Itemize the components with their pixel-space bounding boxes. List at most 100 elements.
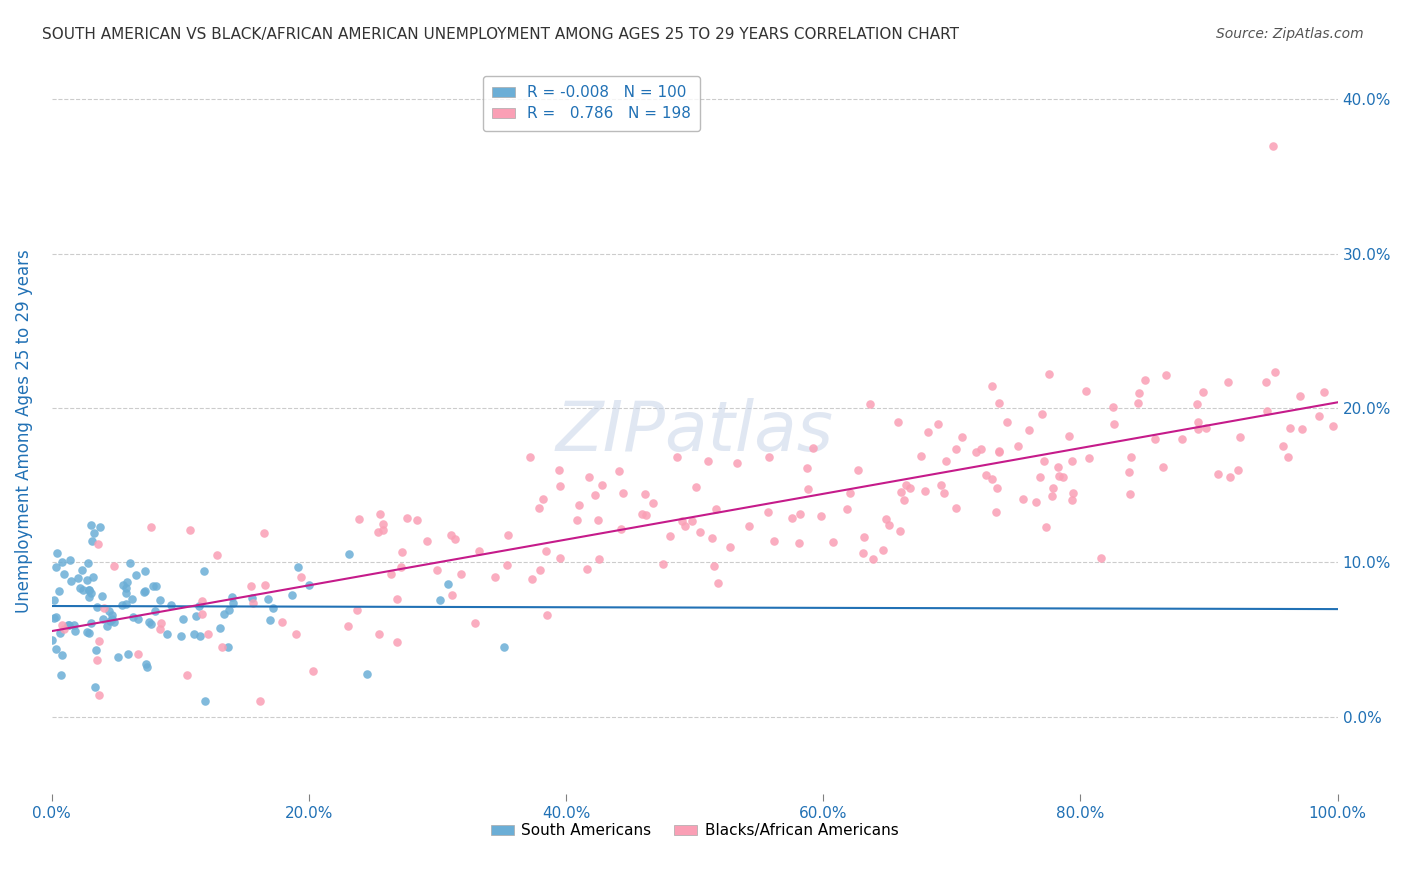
- Point: [440, 588, 463, 602]
- Point: [703, 559, 725, 574]
- Point: [240, 591, 263, 606]
- Point: [72, 582, 94, 597]
- Point: [671, 514, 693, 528]
- Point: [127, 647, 149, 661]
- Point: [82, 570, 104, 584]
- Point: [583, 488, 606, 502]
- Point: [1308, 409, 1330, 423]
- Point: [87, 633, 110, 648]
- Point: [633, 487, 655, 501]
- Point: [651, 558, 673, 572]
- Point: [349, 512, 371, 526]
- Point: [89, 688, 111, 702]
- Point: [1040, 489, 1063, 503]
- Point: [789, 507, 811, 521]
- Point: [208, 621, 231, 635]
- Point: [852, 546, 875, 560]
- Point: [90, 589, 112, 603]
- Point: [103, 615, 125, 629]
- Point: [212, 607, 235, 621]
- Point: [484, 570, 506, 584]
- Point: [107, 650, 129, 665]
- Point: [887, 416, 910, 430]
- Point: [124, 567, 146, 582]
- Point: [191, 593, 214, 607]
- Point: [1187, 422, 1209, 436]
- Point: [1187, 415, 1209, 429]
- Point: [898, 481, 921, 495]
- Y-axis label: Unemployment Among Ages 25 to 29 years: Unemployment Among Ages 25 to 29 years: [15, 250, 32, 613]
- Point: [1047, 468, 1070, 483]
- Point: [58, 618, 80, 632]
- Point: [1118, 465, 1140, 479]
- Point: [149, 615, 172, 630]
- Point: [631, 507, 654, 521]
- Point: [242, 596, 264, 610]
- Point: [149, 592, 172, 607]
- Point: [139, 519, 162, 533]
- Point: [1278, 421, 1301, 435]
- Point: [82, 534, 104, 549]
- Point: [86, 643, 108, 657]
- Point: [51, 668, 73, 682]
- Point: [63, 618, 86, 632]
- Point: [87, 537, 110, 551]
- Point: [42, 593, 65, 607]
- Point: [852, 530, 875, 544]
- Point: [77, 626, 100, 640]
- Point: [1152, 459, 1174, 474]
- Point: [76, 573, 98, 587]
- Point: [986, 481, 1008, 495]
- Point: [249, 694, 271, 708]
- Point: [1288, 389, 1310, 403]
- Point: [1229, 429, 1251, 443]
- Point: [59, 574, 82, 588]
- Point: [988, 396, 1011, 410]
- Point: [1271, 439, 1294, 453]
- Point: [823, 535, 845, 549]
- Point: [86, 599, 108, 614]
- Point: [51, 617, 73, 632]
- Point: [440, 528, 463, 542]
- Point: [1074, 384, 1097, 398]
- Point: [1126, 396, 1149, 410]
- Point: [444, 532, 467, 546]
- Text: Source: ZipAtlas.com: Source: ZipAtlas.com: [1216, 27, 1364, 41]
- Point: [763, 534, 786, 549]
- Point: [1035, 519, 1057, 533]
- Point: [1256, 375, 1278, 389]
- Point: [987, 444, 1010, 458]
- Point: [607, 464, 630, 478]
- Point: [179, 523, 201, 537]
- Point: [950, 429, 973, 443]
- Point: [59, 552, 82, 566]
- Point: [980, 378, 1002, 392]
- Point: [718, 541, 741, 555]
- Point: [51, 555, 73, 569]
- Point: [114, 597, 136, 611]
- Point: [588, 551, 610, 566]
- Point: [707, 575, 730, 590]
- Point: [45, 610, 67, 624]
- Point: [796, 460, 818, 475]
- Point: [142, 579, 165, 593]
- Point: [1195, 421, 1218, 435]
- Point: [934, 486, 956, 500]
- Point: [1102, 417, 1125, 431]
- Point: [893, 492, 915, 507]
- Point: [188, 629, 211, 643]
- Point: [373, 523, 395, 537]
- Point: [77, 590, 100, 604]
- Point: [302, 664, 325, 678]
- Point: [136, 660, 159, 674]
- Point: [548, 462, 571, 476]
- Point: [1060, 493, 1083, 508]
- Point: [145, 579, 167, 593]
- Point: [1007, 439, 1029, 453]
- Point: [93, 600, 115, 615]
- Point: [531, 492, 554, 507]
- Point: [1032, 454, 1054, 468]
- Point: [935, 454, 957, 468]
- Point: [44, 610, 66, 624]
- Point: [138, 615, 160, 630]
